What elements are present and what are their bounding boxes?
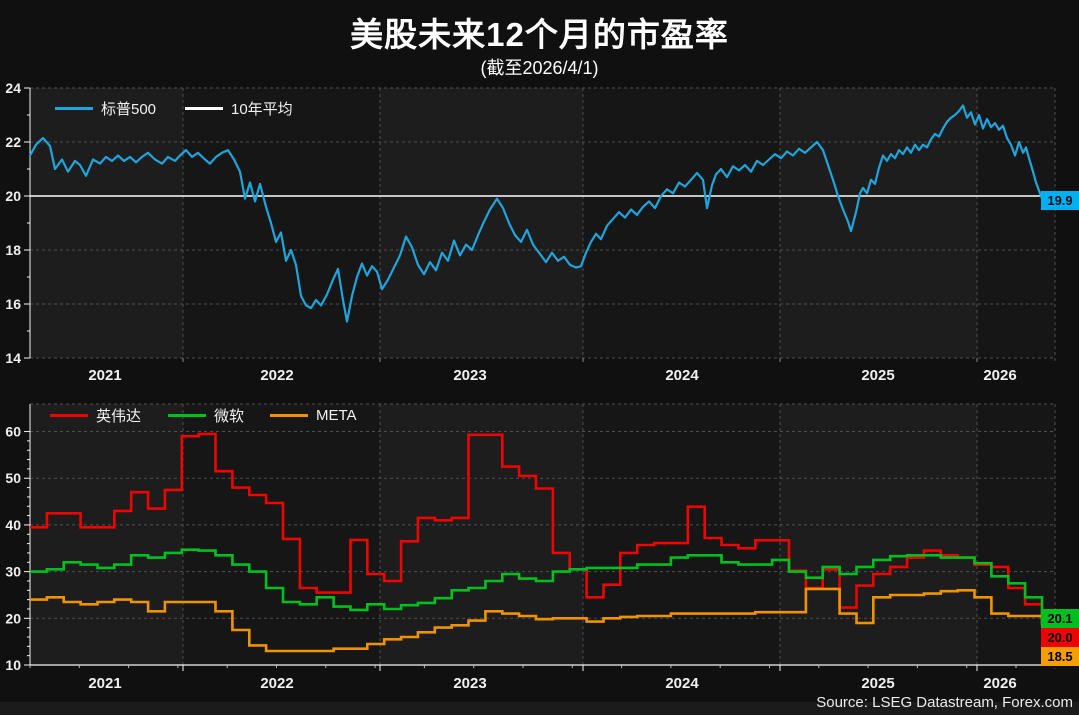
nvidia-line-swatch (50, 413, 88, 417)
svg-text:2026: 2026 (983, 367, 1016, 384)
svg-text:2022: 2022 (260, 675, 293, 692)
source-attribution: Source: LSEG Datastream, Forex.com (816, 694, 1073, 711)
svg-text:16: 16 (5, 296, 21, 312)
sp500-end-value-tag: 19.9 (1041, 191, 1079, 210)
svg-text:2025: 2025 (861, 675, 894, 692)
svg-text:22: 22 (5, 134, 21, 150)
sp500-line-swatch (55, 106, 93, 110)
msft-line-swatch (168, 413, 206, 417)
svg-text:2021: 2021 (88, 675, 121, 692)
msft-line (30, 548, 1044, 618)
svg-text:2024: 2024 (665, 367, 699, 384)
svg-text:2026: 2026 (983, 675, 1016, 692)
page-title: 美股未来12个月的市盈率 (350, 16, 729, 53)
svg-text:14: 14 (5, 350, 21, 366)
svg-text:60: 60 (5, 424, 21, 440)
legend-label-sp500: 标普500 (101, 100, 157, 118)
svg-text:2025: 2025 (861, 367, 894, 384)
meta-line (30, 587, 1044, 653)
svg-text:10: 10 (5, 657, 21, 673)
legend-item-meta: META (270, 406, 357, 424)
svg-text:20: 20 (5, 610, 21, 626)
sp500-line (28, 104, 1044, 323)
svg-text:2022: 2022 (260, 367, 293, 384)
meta-line-swatch (270, 413, 308, 417)
svg-text:2023: 2023 (453, 675, 486, 692)
svg-text:50: 50 (5, 470, 21, 486)
svg-text:2021: 2021 (88, 367, 121, 384)
svg-text:30: 30 (5, 564, 21, 580)
legend-label-10yr-avg: 10年平均 (231, 100, 293, 118)
legend-label-nvidia: 英伟达 (96, 407, 142, 425)
nvidia-end-value-tag: 20.0 (1041, 628, 1079, 647)
legend-item-nvidia: 英伟达 (50, 407, 142, 425)
svg-text:24: 24 (5, 80, 21, 96)
legend-label-meta: META (316, 406, 357, 424)
legend-label-msft: 微软 (214, 407, 245, 425)
legend-item-msft: 微软 (168, 407, 245, 425)
legend-item-10yr-avg: 10年平均 (185, 100, 293, 118)
svg-text:2023: 2023 (453, 367, 486, 384)
avg-line-swatch (185, 106, 223, 110)
msft-end-value-tag: 20.1 (1041, 609, 1079, 628)
meta-end-value-tag: 18.5 (1041, 647, 1079, 666)
bottom-strip (0, 702, 1079, 715)
svg-text:2024: 2024 (665, 675, 699, 692)
svg-text:40: 40 (5, 517, 21, 533)
nvidia-line (30, 432, 1044, 619)
legend-item-sp500: 标普500 (55, 100, 157, 118)
bottom-chart: 10 20 30 40 50 60 2021 2022 2023 2024 2025 2026 (5, 403, 1056, 692)
page-subtitle: (截至2026/4/1) (480, 58, 599, 78)
svg-text:18: 18 (5, 242, 21, 258)
svg-text:20: 20 (5, 188, 21, 204)
